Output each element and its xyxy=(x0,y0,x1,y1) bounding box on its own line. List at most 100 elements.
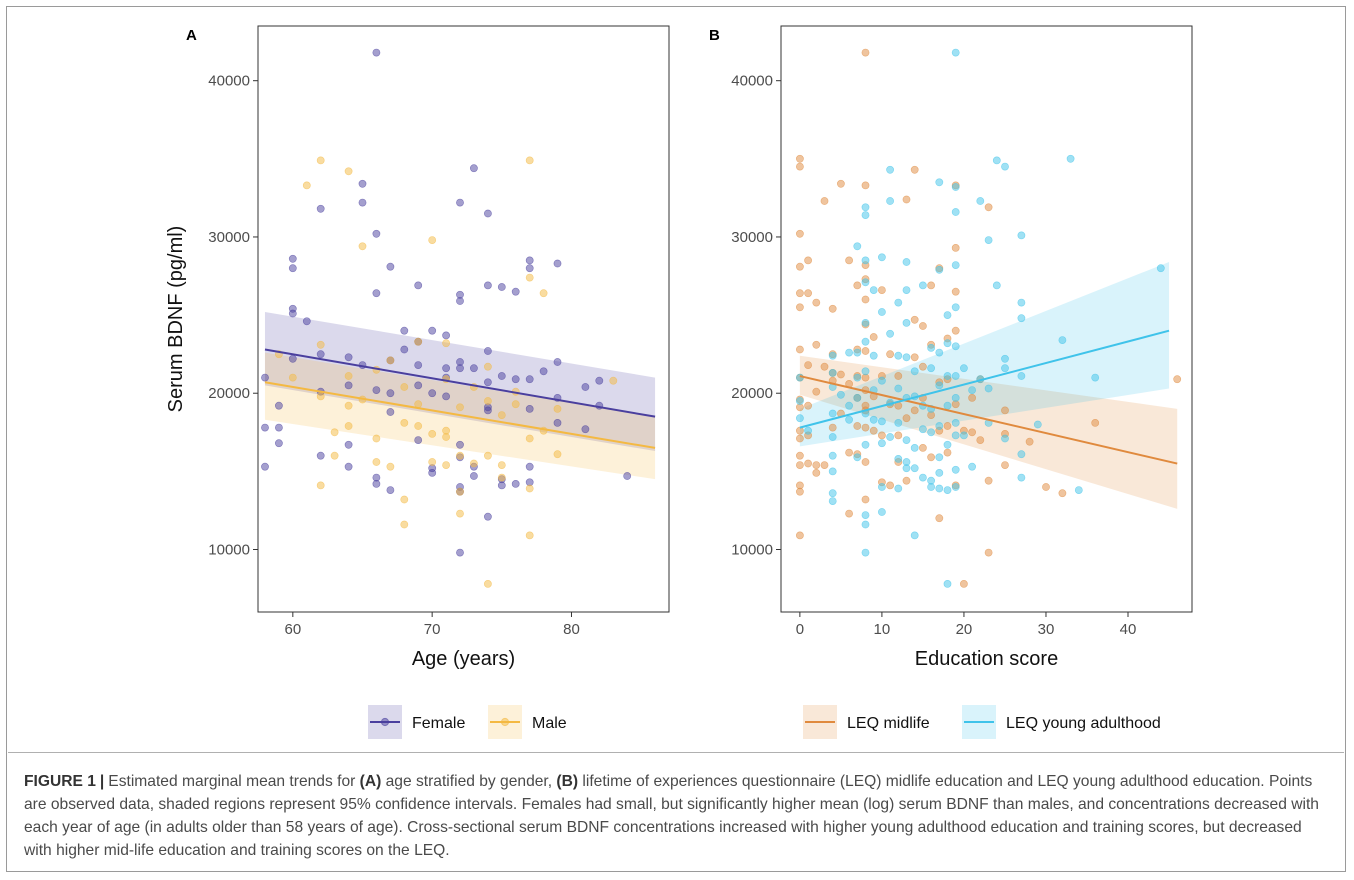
data-point xyxy=(861,278,870,287)
caption-text: Estimated marginal mean trends for (A) a… xyxy=(24,773,1319,859)
data-point xyxy=(968,386,976,394)
data-point xyxy=(943,448,952,457)
data-point xyxy=(878,417,886,426)
data-point xyxy=(894,384,903,393)
legend-key: LEQ young adulthood xyxy=(962,705,1161,739)
data-point xyxy=(984,203,993,212)
data-point xyxy=(902,414,911,423)
data-point xyxy=(861,520,870,529)
data-point xyxy=(414,436,423,444)
data-point xyxy=(927,343,935,352)
data-point xyxy=(288,264,297,273)
caption-part: Estimated marginal mean trends for xyxy=(108,773,360,790)
caption-part: (B) xyxy=(556,773,579,790)
data-point xyxy=(1001,434,1009,443)
data-point xyxy=(796,451,804,460)
data-point xyxy=(837,370,845,379)
data-point xyxy=(525,156,534,165)
data-point xyxy=(861,337,870,346)
data-point xyxy=(902,436,911,444)
data-point xyxy=(511,479,520,488)
data-point xyxy=(943,580,952,588)
data-point xyxy=(951,208,960,216)
data-point xyxy=(861,511,870,519)
data-point xyxy=(828,497,837,505)
data-point xyxy=(796,303,804,312)
x-tick-label: 0 xyxy=(796,621,804,638)
data-point xyxy=(330,451,339,460)
caption-part: (A) xyxy=(359,773,382,790)
figure-plots: A 60 70 80 10000 20000 30000 40000 Age (years) Se… xyxy=(165,25,1193,739)
plot-border xyxy=(780,25,1193,613)
data-point xyxy=(553,404,562,413)
data-point xyxy=(828,467,837,476)
data-point xyxy=(968,462,976,471)
data-point xyxy=(960,431,968,440)
legend-key: LEQ midlife xyxy=(803,705,930,739)
data-point xyxy=(853,453,862,462)
data-point xyxy=(261,462,269,471)
data-point xyxy=(943,440,952,449)
trend-line xyxy=(799,375,1178,465)
data-point xyxy=(992,281,1001,290)
data-point xyxy=(316,481,325,490)
data-point xyxy=(539,289,548,298)
x-tick-label: 70 xyxy=(424,621,441,638)
data-point xyxy=(919,362,927,371)
data-point xyxy=(497,283,506,291)
data-point xyxy=(1066,154,1075,163)
data-point xyxy=(414,381,423,390)
data-point xyxy=(1001,162,1009,171)
data-point xyxy=(302,317,311,326)
data-point xyxy=(274,423,283,432)
data-point xyxy=(525,256,534,265)
data-point xyxy=(525,462,534,471)
data-point xyxy=(828,451,837,460)
data-point xyxy=(525,484,534,493)
data-point xyxy=(1017,450,1026,459)
data-point xyxy=(372,386,381,394)
data-point xyxy=(442,364,450,373)
data-point xyxy=(894,372,903,380)
data-point xyxy=(886,165,894,174)
data-point xyxy=(372,289,381,298)
panel-label: B xyxy=(709,27,720,44)
data-point xyxy=(442,461,450,469)
data-point xyxy=(804,256,812,265)
data-point xyxy=(796,162,804,171)
data-point xyxy=(951,48,960,57)
data-point xyxy=(316,204,325,213)
data-point xyxy=(525,434,534,443)
data-point xyxy=(902,318,911,327)
data-point xyxy=(261,373,269,382)
x-axis-label: Age (years) xyxy=(412,648,515,670)
data-point xyxy=(984,476,993,485)
data-point xyxy=(878,431,886,440)
data-point xyxy=(869,426,878,435)
data-point xyxy=(497,481,506,490)
data-point xyxy=(796,434,804,443)
data-point xyxy=(992,156,1001,165)
legend-point xyxy=(380,717,390,727)
data-point xyxy=(894,454,903,463)
data-point xyxy=(511,400,520,409)
data-point xyxy=(796,531,804,540)
data-point xyxy=(845,509,853,518)
data-point xyxy=(927,483,935,491)
caption-divider xyxy=(8,752,1344,753)
data-point xyxy=(902,195,911,204)
data-point xyxy=(845,448,853,457)
data-point xyxy=(288,254,297,263)
data-point xyxy=(910,353,919,362)
data-point xyxy=(483,512,492,521)
data-point xyxy=(442,433,450,441)
data-point xyxy=(428,458,437,466)
x-tick-label: 20 xyxy=(956,621,973,638)
data-point xyxy=(497,473,506,482)
data-point xyxy=(804,361,812,369)
data-point xyxy=(400,418,409,427)
data-point xyxy=(861,347,870,355)
legend-label: Male xyxy=(532,715,567,732)
data-point xyxy=(288,354,297,363)
data-point xyxy=(828,351,837,360)
